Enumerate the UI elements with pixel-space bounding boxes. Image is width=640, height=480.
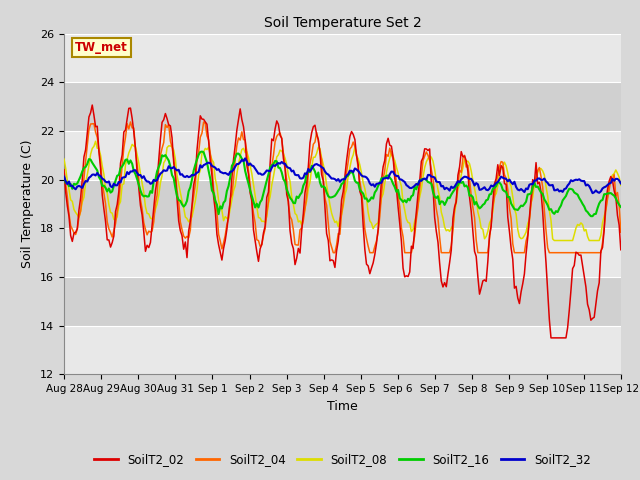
X-axis label: Time: Time bbox=[327, 400, 358, 413]
Y-axis label: Soil Temperature (C): Soil Temperature (C) bbox=[22, 140, 35, 268]
Bar bbox=[64, 180, 621, 228]
Legend: SoilT2_02, SoilT2_04, SoilT2_08, SoilT2_16, SoilT2_32: SoilT2_02, SoilT2_04, SoilT2_08, SoilT2_… bbox=[90, 448, 595, 471]
Bar bbox=[64, 34, 621, 82]
Title: Soil Temperature Set 2: Soil Temperature Set 2 bbox=[264, 16, 421, 30]
Bar bbox=[64, 228, 621, 277]
Bar bbox=[64, 326, 621, 374]
Bar bbox=[64, 82, 621, 131]
Text: TW_met: TW_met bbox=[75, 41, 128, 54]
Bar bbox=[64, 131, 621, 180]
Bar bbox=[64, 277, 621, 326]
